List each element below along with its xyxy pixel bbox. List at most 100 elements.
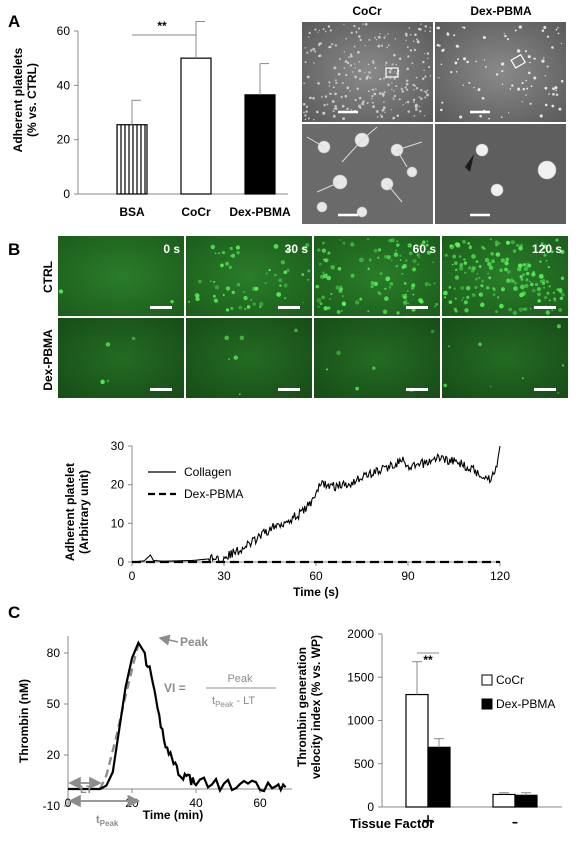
fluor-platelet-spot [478,265,482,269]
fluor-platelet-spot [505,241,510,245]
fluor-platelet-spot [330,292,333,296]
fluor-platelet-spot [534,282,539,287]
panel-c-left-y-tick-label: 50 [47,697,61,711]
sem-cocr-texture [412,40,415,43]
sem-dexpbma-texture [500,62,505,66]
sem-cocr-texture [372,61,375,64]
fluor-platelet-spot [546,291,550,295]
sem-cocr-texture [391,88,393,91]
sem-cocr-texture [383,91,386,94]
fluor-scale-bar [150,306,172,309]
time-label-30s: 30 s [284,242,308,256]
fluor-platelet-spot [323,306,328,311]
fluor-image-ctrl-1 [186,236,312,316]
sem-cocr-texture [381,108,385,112]
fluor-platelet-spot [246,305,251,309]
sem-cocr-texture [328,81,331,84]
fluor-platelet-spot [238,305,243,310]
panel-a-y-tick-label: 20 [57,133,71,147]
sem-cocr-texture [345,73,348,77]
fluor-platelet-spot [453,261,458,266]
sem-cocr-texture [323,103,326,107]
fluor-platelet-spot [294,328,298,333]
fluor-platelet-spot [396,243,400,247]
fluor-platelet-spot [555,238,559,242]
fluor-platelet-spot [379,272,383,276]
sem-dexpbma-texture [552,87,555,91]
sem-cocr-texture [393,94,397,98]
sem-cocr-texture [422,60,425,64]
fluor-platelet-spot [433,305,437,308]
fluor-platelet-spot [432,261,435,264]
panel-letter-b: B [8,240,21,259]
fluor-platelet-spot [539,279,543,283]
fluor-platelet-spot [408,251,413,256]
sem-cocr-texture [426,93,430,97]
fluor-platelet-spot [454,268,458,272]
fluor-platelet-spot [512,310,518,316]
fluor-platelet-spot [539,260,542,263]
sem-cocr-texture [415,76,418,79]
sem-cocr-texture [334,104,337,108]
sem-cocr-platelets [306,126,423,218]
sem-cocr-texture [422,77,425,80]
sem-cocr-texture [310,50,312,53]
fluor-scale-bar [406,388,428,391]
fluor-platelet-spot [213,298,219,303]
fluor-platelet-spot [302,301,305,304]
fluor-platelet-spot [476,272,479,275]
fluor-platelet-spot [341,295,345,298]
sem-cocr-texture [383,36,386,39]
fluor-platelet-spot [488,265,494,270]
sem-dexpbma-texture [533,76,537,80]
sem-cocr-texture [322,28,325,31]
sem-cocr-texture [406,46,409,49]
fluor-platelet-spot [532,270,536,274]
fluor-platelet-spot [522,263,526,267]
fluor-platelet-spot [235,245,241,250]
sem-dexpbma-texture [558,107,562,111]
sem-cocr-texture [423,69,425,72]
fluor-platelet-spot [322,241,325,245]
sem-cocr-texture [356,87,359,90]
sem-cocr-texture [318,44,321,47]
panel-b-series-collagen [131,445,501,563]
panel-c-legend-label-dexpbma: Dex-PBMA [496,697,555,711]
sem-cocr-texture [424,75,427,78]
fluor-platelet-spot [478,292,484,297]
fluor-platelet-spot [350,273,355,278]
fluor-platelet-spot [220,263,224,268]
fluor-platelet-spot [372,366,376,370]
fluor-platelet-spot [559,296,564,301]
fluor-platelet-spot [499,303,504,309]
sem-dexpbma-texture [546,65,549,68]
sem-cocr-texture [329,29,333,32]
sem-dexpbma-texture [504,34,507,38]
sem-cocr-texture [374,67,377,70]
sem-cocr-texture [380,44,384,47]
fluor-platelet-spot [239,335,245,341]
sem-dexpbma-texture [544,86,548,90]
fluor-platelet-spot [390,259,393,262]
fluor-platelet-spot [329,297,332,300]
sem-cocr-texture [427,65,431,69]
fluor-platelet-spot [373,248,378,253]
sem-cocr-texture [305,105,309,109]
fluor-platelet-spot [516,266,522,272]
fluor-platelet-spot [279,284,282,287]
sem-cocr-texture [339,58,341,60]
fluor-platelet-spot [487,261,492,267]
fluor-platelet-spot [527,263,532,268]
fluor-platelet-spot [461,299,464,302]
fluor-platelet-spot [276,292,282,297]
sem-dexpbma-texture [463,26,466,29]
fluor-platelet-spot [388,238,392,243]
sem-dexpbma-low-mag [435,22,566,122]
fluor-platelet-spot [470,268,475,273]
sem-cocr-texture [411,62,414,65]
fluor-platelet-spot [106,379,110,383]
fluor-platelet-spot [525,278,529,282]
fluor-platelet-spot [494,240,499,245]
fluor-platelet-spot [543,295,548,300]
sem-cocr-texture [412,98,416,102]
